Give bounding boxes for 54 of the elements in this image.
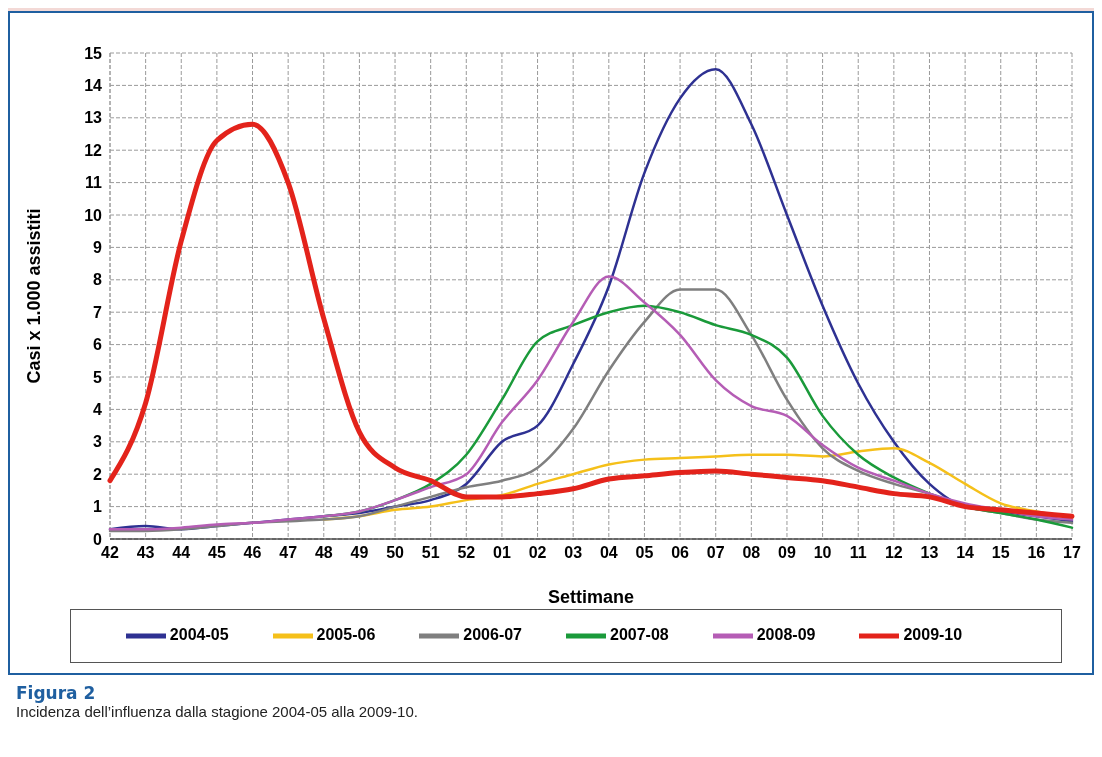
text: Figura 2 [16, 683, 97, 703]
legend-label: 2006-07 [463, 626, 522, 644]
x-tick-label: 09 [778, 544, 796, 562]
y-tick-label: 0 [93, 530, 103, 548]
x-tick-label: 50 [386, 544, 405, 562]
x-tick-label: 05 [635, 544, 654, 562]
x-tick-label: 52 [457, 544, 476, 562]
y-tick-label: 8 [93, 271, 103, 289]
y-tick-label: 12 [84, 141, 103, 159]
text: Incidenza dell’influenza dalla stagione 2004-05 alla 2009-10. [16, 703, 419, 720]
x-tick-label: 06 [671, 544, 690, 562]
legend-label: 2004-05 [169, 626, 229, 644]
x-tick-label: 43 [136, 544, 155, 562]
x-tick-label: 16 [1027, 544, 1046, 562]
x-tick-label: 17 [1063, 544, 1081, 562]
y-tick-label: 5 [93, 368, 103, 386]
legend-label: 2007-08 [610, 626, 669, 644]
y-tick-label: 7 [93, 303, 103, 321]
y-tick-label: 14 [84, 77, 103, 95]
x-tick-label: 01 [493, 544, 511, 562]
x-tick-label: 46 [243, 544, 262, 562]
x-tick-label: 47 [279, 544, 298, 562]
x-tick-label: 08 [742, 544, 761, 562]
x-tick-label: 10 [813, 544, 832, 562]
x-tick-label: 03 [564, 544, 583, 562]
x-tick-label: 11 [849, 544, 867, 562]
x-tick-label: 15 [991, 544, 1010, 562]
legend-label: 2009-10 [903, 626, 963, 644]
legend-label: 2005-06 [316, 626, 376, 644]
x-tick-label: 04 [599, 544, 618, 562]
x-axis-title: Settimane [547, 587, 635, 607]
x-tick-label: 48 [314, 544, 333, 562]
x-tick-label: 42 [101, 544, 119, 562]
x-tick-label: 49 [350, 544, 369, 562]
x-tick-label: 07 [706, 544, 725, 562]
x-tick-label: 12 [884, 544, 903, 562]
x-tick-label: 14 [956, 544, 975, 562]
x-tick-label: 45 [207, 544, 226, 562]
y-tick-label: 11 [85, 174, 103, 192]
legend-label: 2008-09 [756, 626, 816, 644]
x-tick-label: 51 [421, 544, 440, 562]
x-tick-label: 13 [920, 544, 939, 562]
y-tick-label: 2 [93, 465, 103, 483]
y-tick-label: 3 [93, 433, 103, 451]
y-tick-label: 9 [93, 239, 103, 257]
y-tick-label: 1 [93, 498, 103, 516]
x-tick-label: 44 [172, 544, 191, 562]
y-tick-label: 15 [84, 44, 103, 62]
y-tick-label: 10 [84, 206, 103, 224]
y-tick-label: 13 [84, 109, 103, 127]
x-tick-label: 02 [528, 544, 547, 562]
y-tick-label: 6 [93, 336, 103, 354]
y-axis-title: Casi x 1.000 assistiti [24, 208, 45, 384]
y-tick-label: 4 [93, 401, 103, 419]
